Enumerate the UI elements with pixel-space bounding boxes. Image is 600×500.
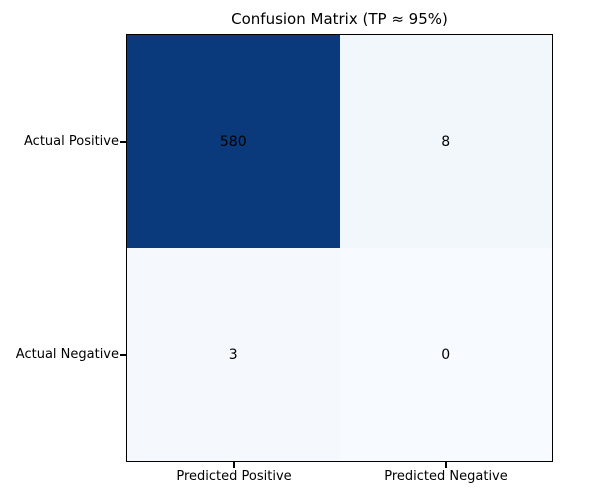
cell-value-true-negative: 0 <box>441 346 451 363</box>
y-tick-label-actual-negative: Actual Negative <box>15 347 119 362</box>
y-axis-tick-actual-positive <box>120 141 126 143</box>
x-tick-label-predicted-positive: Predicted Positive <box>176 469 292 484</box>
y-tick-label-actual-positive: Actual Positive <box>24 134 119 149</box>
cell-value-false-negative: 8 <box>441 133 451 150</box>
x-axis-tick-predicted-positive <box>233 462 235 468</box>
y-axis-tick-actual-negative <box>120 354 126 356</box>
cell-value-false-positive: 3 <box>228 346 238 363</box>
plot-area: 580 8 3 0 <box>126 34 553 462</box>
x-tick-label-predicted-negative: Predicted Negative <box>384 469 508 484</box>
heatmap-cell-actual-positive-predicted-negative: 8 <box>339 35 552 248</box>
heatmap-cell-actual-positive-predicted-positive: 580 <box>127 35 340 248</box>
x-axis-tick-predicted-negative <box>445 462 447 468</box>
heatmap-cell-actual-negative-predicted-negative: 0 <box>339 248 552 461</box>
cell-value-true-positive: 580 <box>219 133 247 150</box>
chart-title: Confusion Matrix (TP ≈ 95%) <box>231 10 448 28</box>
heatmap-cell-actual-negative-predicted-positive: 3 <box>127 248 340 461</box>
